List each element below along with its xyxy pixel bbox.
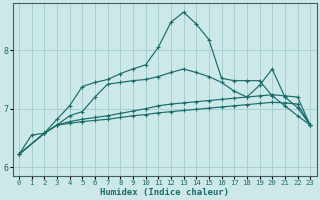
X-axis label: Humidex (Indice chaleur): Humidex (Indice chaleur) bbox=[100, 188, 229, 197]
